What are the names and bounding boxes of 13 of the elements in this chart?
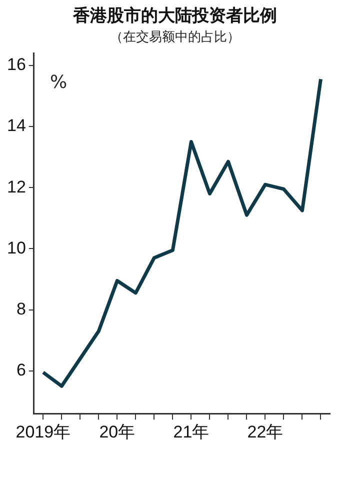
y-tick-label: 6 <box>16 360 26 380</box>
chart-title: 香港股市的大陆投资者比例 <box>72 5 278 27</box>
x-tick-label: 20年 <box>99 422 136 442</box>
chart-subtitle: （在交易额中的占比） <box>109 29 241 46</box>
x-tick-label: 22年 <box>247 422 284 442</box>
y-tick-label: 10 <box>6 238 26 258</box>
x-tick-label: 2019年 <box>16 422 71 442</box>
y-tick-label: 8 <box>16 299 26 318</box>
x-tick-label: 21年 <box>173 422 210 442</box>
y-axis-title: % <box>50 72 68 93</box>
y-tick-label: 16 <box>6 55 26 74</box>
y-tick-label: 14 <box>6 116 26 136</box>
y-tick-label: 12 <box>6 177 26 196</box>
